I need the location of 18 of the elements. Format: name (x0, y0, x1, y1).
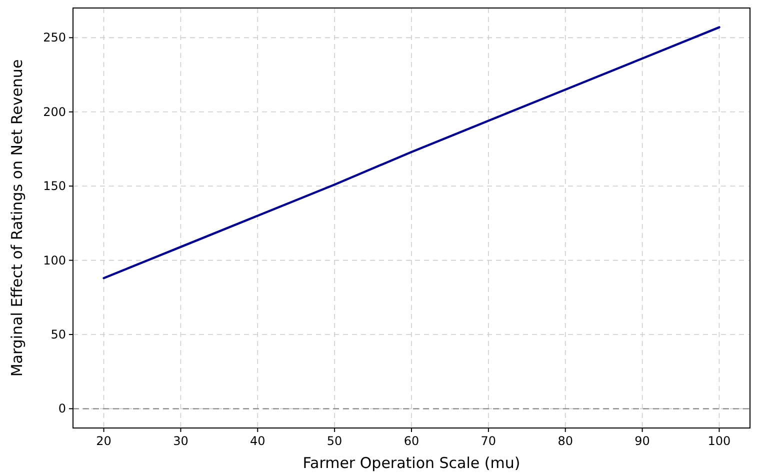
y-tick-label: 50 (50, 328, 66, 342)
line-series (102, 26, 720, 280)
y-tick-label: 150 (43, 179, 66, 194)
x-tick-label: 80 (558, 434, 574, 448)
x-axis-title: Farmer Operation Scale (mu) (302, 454, 520, 472)
x-tick-label: 50 (326, 434, 342, 448)
x-tick-label: 70 (480, 434, 496, 448)
x-tick-label: 90 (634, 434, 650, 448)
x-tick-label: 100 (708, 434, 731, 448)
x-tick-label: 30 (173, 434, 188, 448)
x-tick-label: 60 (404, 434, 420, 448)
x-tick-label: 20 (96, 434, 112, 448)
y-tick-label: 100 (43, 253, 66, 268)
y-tick-label: 0 (58, 402, 66, 416)
y-tick-label: 200 (43, 104, 66, 119)
y-axis-title: Marginal Effect of Ratings on Net Revenue (8, 59, 26, 377)
x-tick-label: 40 (250, 434, 266, 448)
y-tick-label: 250 (43, 30, 66, 45)
